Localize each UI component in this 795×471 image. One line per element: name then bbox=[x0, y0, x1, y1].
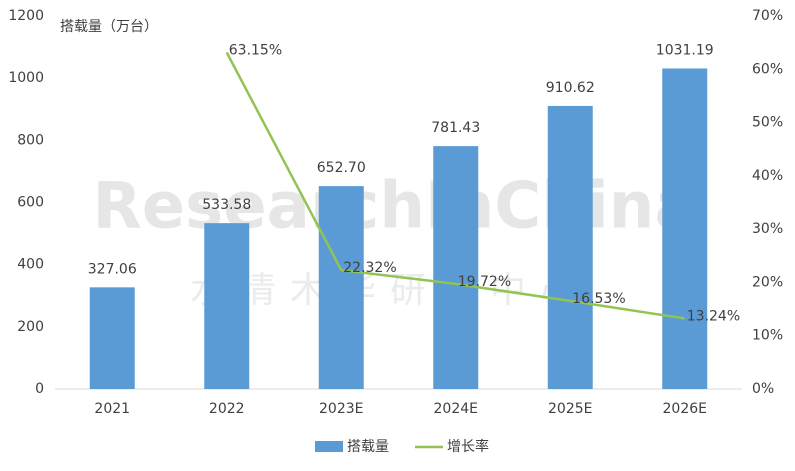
line-value-label: 19.72% bbox=[458, 274, 511, 290]
y-tick-label: 1200 bbox=[8, 8, 44, 24]
x-tick-label: 2025E bbox=[548, 401, 592, 417]
y-tick-label: 200 bbox=[17, 319, 44, 335]
y2-tick-label: 20% bbox=[752, 274, 783, 290]
x-tick-label: 2023E bbox=[319, 401, 363, 417]
x-tick-label: 2024E bbox=[434, 401, 478, 417]
x-tick-label: 2022 bbox=[209, 401, 245, 417]
line-value-label: 13.24% bbox=[687, 308, 740, 324]
y2-tick-label: 10% bbox=[752, 328, 783, 344]
bar-value-label: 533.58 bbox=[202, 197, 251, 213]
y2-tick-label: 60% bbox=[752, 61, 783, 77]
bar-value-label: 910.62 bbox=[546, 80, 595, 96]
y-tick-label: 400 bbox=[17, 257, 44, 273]
bar-value-label: 1031.19 bbox=[656, 42, 714, 58]
y2-tick-label: 40% bbox=[752, 168, 783, 184]
line-value-label: 63.15% bbox=[229, 43, 282, 59]
x-tick-label: 2021 bbox=[94, 401, 130, 417]
y-axis-label: 搭载量（万台） bbox=[60, 19, 158, 35]
bar-value-label: 652.70 bbox=[317, 160, 366, 176]
watermark-sub: 水清木华研究中心 bbox=[190, 270, 590, 311]
line-value-label: 22.32% bbox=[343, 260, 396, 276]
bar bbox=[89, 287, 135, 389]
y-tick-label: 1000 bbox=[8, 70, 44, 86]
x-tick-label: 2026E bbox=[663, 401, 707, 417]
bar bbox=[433, 146, 479, 389]
bar bbox=[662, 68, 708, 389]
y2-tick-label: 30% bbox=[752, 221, 783, 237]
bar bbox=[204, 223, 250, 389]
line bbox=[225, 51, 685, 320]
y-tick-label: 800 bbox=[17, 132, 44, 148]
y2-tick-label: 70% bbox=[752, 8, 783, 24]
bar-value-label: 327.06 bbox=[88, 261, 137, 277]
line-value-label: 16.53% bbox=[572, 291, 625, 307]
y2-tick-label: 0% bbox=[752, 381, 774, 397]
legend-swatch bbox=[315, 441, 343, 452]
bar bbox=[318, 186, 364, 389]
y2-tick-label: 50% bbox=[752, 115, 783, 131]
bar-value-label: 781.43 bbox=[431, 120, 480, 136]
y-tick-label: 600 bbox=[17, 195, 44, 211]
y-tick-label: 0 bbox=[35, 381, 44, 397]
watermark: ResearchInChina bbox=[92, 170, 697, 244]
bar bbox=[547, 105, 593, 390]
legend-label: 搭载量 bbox=[347, 439, 389, 455]
legend-label: 增长率 bbox=[447, 438, 489, 455]
